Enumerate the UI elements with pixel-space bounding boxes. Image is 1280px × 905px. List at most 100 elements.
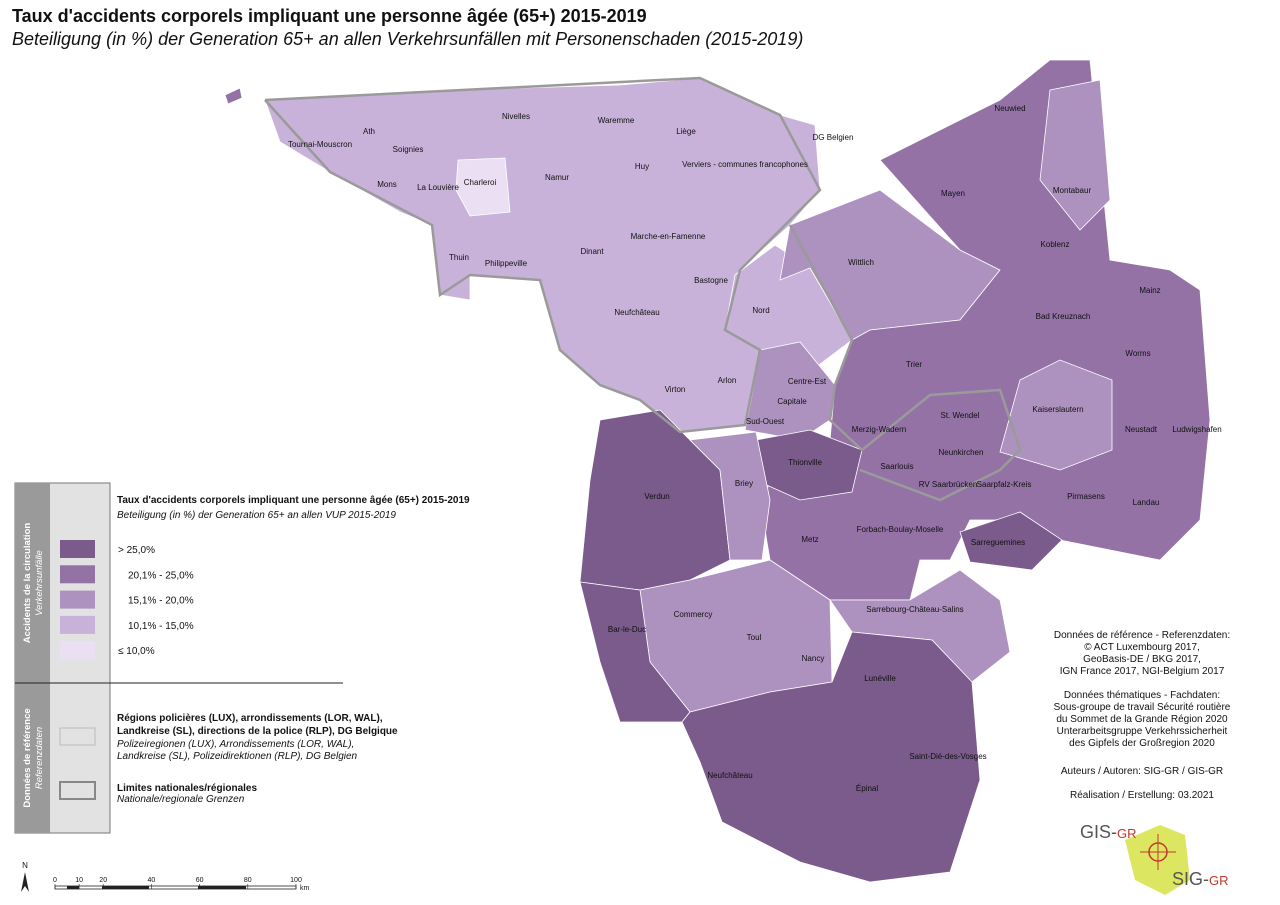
region-label: Neunkirchen bbox=[939, 448, 984, 457]
region-label: Verviers - communes francophones bbox=[682, 160, 808, 169]
region-area bbox=[224, 87, 243, 105]
scale-unit: km bbox=[300, 885, 310, 892]
logo-text: GIS-GR bbox=[1080, 822, 1137, 842]
region-label: Virton bbox=[665, 385, 686, 394]
region-label: Bad Kreuznach bbox=[1036, 312, 1091, 321]
scale-segment bbox=[198, 886, 246, 889]
region-label: Liège bbox=[676, 127, 696, 136]
region-label: Ludwigshafen bbox=[1172, 425, 1221, 434]
legend-title: Taux d'accidents corporels impliquant un… bbox=[117, 495, 470, 506]
region-area bbox=[689, 431, 771, 561]
legend-text: Limites nationales/régionales bbox=[117, 783, 257, 794]
region-area bbox=[579, 409, 731, 591]
legend-text: Landkreise (SL), Polizeidirektionen (RLP… bbox=[117, 751, 358, 762]
scale-label: 60 bbox=[196, 877, 204, 884]
scale-label: 80 bbox=[244, 877, 252, 884]
legend-swatch bbox=[60, 565, 95, 584]
region-label: Neuwied bbox=[994, 104, 1025, 113]
region-label: Thionville bbox=[788, 458, 822, 467]
region-label: Metz bbox=[801, 535, 818, 544]
north-arrow: N bbox=[22, 861, 28, 870]
region-label: Bar-le-Duc bbox=[608, 625, 646, 634]
region-label: Koblenz bbox=[1041, 240, 1070, 249]
scale-label: 20 bbox=[99, 877, 107, 884]
region-label: Neustadt bbox=[1125, 425, 1158, 434]
credit-line: GeoBasis-DE / BKG 2017, bbox=[1083, 654, 1201, 665]
subtitle: Beteiligung (in %) der Generation 65+ an… bbox=[12, 29, 803, 49]
logo-text: GR bbox=[1209, 873, 1229, 888]
region-label: Charleroi bbox=[464, 178, 497, 187]
region-label: Philippeville bbox=[485, 259, 528, 268]
credit-line: © ACT Luxembourg 2017, bbox=[1084, 642, 1200, 653]
region-area bbox=[999, 359, 1113, 471]
national-border bbox=[788, 224, 1022, 502]
region-area bbox=[681, 631, 981, 883]
region-label: La Louvière bbox=[417, 183, 459, 192]
credit-line: des Gipfels der Großregion 2020 bbox=[1069, 738, 1215, 749]
legend-heading: Referenzdaten bbox=[34, 727, 45, 789]
region-label: Wittlich bbox=[848, 258, 874, 267]
region-label: Soignies bbox=[393, 145, 424, 154]
legend-classes: > 25,0% 20,1% - 25,0% 15,1% - 20,0% 10,1% -… bbox=[60, 540, 194, 660]
legend-strip bbox=[15, 483, 50, 833]
region-label: Briey bbox=[735, 479, 753, 488]
region-area bbox=[1039, 79, 1111, 231]
credit-line: Unterarbeitsgruppe Verkehrssicherheit bbox=[1057, 726, 1228, 737]
region-label: Ath bbox=[363, 127, 375, 136]
scale-segment bbox=[67, 886, 79, 889]
logo-text: SIG-GR bbox=[1172, 869, 1229, 889]
region-label: Forbach-Boulay-Moselle bbox=[857, 525, 944, 534]
legend-swatch bbox=[60, 641, 95, 660]
region-label: DG Belgien bbox=[813, 133, 854, 142]
legend-heading: Verkehrsunfälle bbox=[34, 550, 45, 616]
region-label: Merzig-Wadern bbox=[852, 425, 906, 434]
region-label: Huy bbox=[635, 162, 649, 171]
region-label: Worms bbox=[1125, 349, 1150, 358]
scale-label: 0 bbox=[53, 877, 57, 884]
credit-line: IGN France 2017, NGI-Belgium 2017 bbox=[1060, 666, 1225, 677]
legend-swatch bbox=[59, 781, 96, 800]
region-label: Sud-Ouest bbox=[746, 417, 785, 426]
north-arrow-icon bbox=[21, 872, 29, 892]
region-area bbox=[959, 511, 1063, 571]
region-label: Bastogne bbox=[694, 276, 728, 285]
region-label: Nivelles bbox=[502, 112, 530, 121]
region-label: Mayen bbox=[941, 189, 965, 198]
region-label: Montabaur bbox=[1053, 186, 1092, 195]
region-label: Dinant bbox=[580, 247, 604, 256]
region-label: Marche-en-Famenne bbox=[631, 232, 706, 241]
legend-heading: Données de référence bbox=[22, 708, 33, 807]
region-label: Lunéville bbox=[864, 674, 896, 683]
region-label: St. Wendel bbox=[941, 411, 980, 420]
region-label: Commercy bbox=[674, 610, 713, 619]
region-label: Centre-Est bbox=[788, 377, 827, 386]
legend-text: Landkreise (SL), directions de la police… bbox=[117, 726, 398, 737]
region-labels: Tournai-Mouscron Ath Soignies Mons La Louviè… bbox=[288, 104, 1222, 793]
logo-text: GIS- bbox=[1080, 822, 1117, 842]
credit-line: Auteurs / Autoren: SIG-GR / GIS-GR bbox=[1061, 766, 1223, 777]
legend-class-label: > 25,0% bbox=[118, 545, 155, 556]
credit-line: Sous-groupe de travail Sécurité routière bbox=[1054, 702, 1231, 713]
region-label: Saarlouis bbox=[880, 462, 913, 471]
region-area bbox=[455, 157, 511, 217]
region-label: Saarpfalz-Kreis bbox=[977, 480, 1032, 489]
legend-swatch bbox=[60, 590, 95, 609]
credit-line: Réalisation / Erstellung: 03.2021 bbox=[1070, 790, 1214, 801]
region-label: Sarrebourg-Château-Salins bbox=[866, 605, 963, 614]
legend-text: Polizeiregionen (LUX), Arrondissements (… bbox=[117, 739, 354, 750]
national-border bbox=[264, 76, 822, 434]
region-label: Mons bbox=[377, 180, 397, 189]
scale-segment bbox=[102, 886, 149, 889]
legend-swatch bbox=[60, 615, 95, 634]
region-label: Saint-Dié-des-Vosges bbox=[909, 752, 986, 761]
region-label: Nord bbox=[752, 306, 769, 315]
region-label: RV Saarbrücken bbox=[919, 480, 978, 489]
region-label: Nancy bbox=[802, 654, 825, 663]
logo-text: SIG- bbox=[1172, 869, 1209, 889]
region-label: Thuin bbox=[449, 253, 469, 262]
region-label: Toul bbox=[747, 633, 762, 642]
legend-swatch bbox=[59, 727, 96, 746]
scale-label: 40 bbox=[148, 877, 156, 884]
legend-text: Régions policières (LUX), arrondissement… bbox=[117, 713, 383, 724]
legend-class-label: 15,1% - 20,0% bbox=[128, 596, 194, 607]
